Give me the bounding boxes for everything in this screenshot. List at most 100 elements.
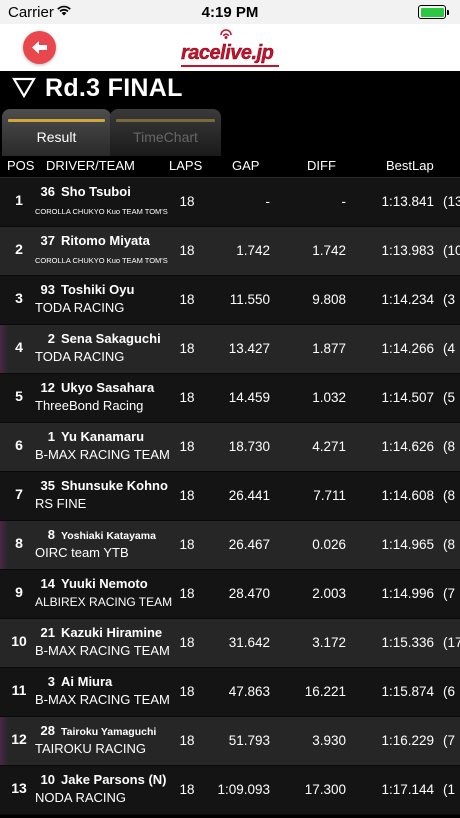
row-gap: 26.467 xyxy=(228,537,270,552)
table-row[interactable]: 9 14 Yuuki Nemoto ALBIREX RACING TEAM 18 … xyxy=(0,570,460,619)
row-pos: 5 xyxy=(15,388,23,404)
row-driver: 93 Toshiki Oyu xyxy=(35,282,135,297)
row-gap: 51.793 xyxy=(228,733,270,748)
car-number: 2 xyxy=(47,331,55,346)
triangle-down-icon[interactable] xyxy=(12,76,36,98)
car-number: 35 xyxy=(40,478,55,493)
row-team: RS FINE xyxy=(35,496,87,511)
row-team: TAIROKU RACING xyxy=(35,741,146,756)
racelive-logo: racelive.jp xyxy=(181,29,281,67)
driver-name: Yuuki Nemoto xyxy=(61,576,148,591)
row-bestlap: 1:15.874 xyxy=(381,684,434,699)
row-laps: 18 xyxy=(179,537,195,552)
row-pos: 2 xyxy=(15,241,23,257)
row-team: COROLLA CHUKYO Kuo TEAM TOM'S xyxy=(35,207,168,216)
row-team: NODA RACING xyxy=(35,790,127,805)
car-number: 28 xyxy=(40,723,55,738)
tab-timechart[interactable]: TimeChart xyxy=(110,109,221,156)
driver-name: Ritomo Miyata xyxy=(61,233,150,248)
tab-label: Result xyxy=(36,129,77,145)
col-driver-team[interactable]: DRIVER/TEAM xyxy=(46,158,135,173)
row-laps: 18 xyxy=(179,194,195,209)
driver-name: Kazuki Hiramine xyxy=(61,625,163,640)
row-team: ThreeBond Racing xyxy=(35,398,144,413)
driver-name: Shunsuke Kohno xyxy=(61,478,168,493)
driver-name: Ai Miura xyxy=(61,674,113,689)
col-bestlap[interactable]: BestLap xyxy=(386,158,434,173)
row-gap: 1:09.093 xyxy=(217,782,270,797)
table-row[interactable]: 10 21 Kazuki Hiramine B-MAX RACING TEAM 1… xyxy=(0,619,460,668)
row-gap: 18.730 xyxy=(228,439,270,454)
row-team: COROLLA CHUKYO Kuo TEAM TOM'S xyxy=(35,256,168,265)
table-row[interactable]: 12 28 Tairoku Yamaguchi TAIROKU RACING 18… xyxy=(0,717,460,766)
row-driver: 28 Tairoku Yamaguchi xyxy=(35,723,157,738)
row-bestlap: 1:14.626 xyxy=(381,439,434,454)
antenna-icon xyxy=(220,29,232,39)
table-row[interactable]: 3 93 Toshiki Oyu TODA RACING 18 11.550 9.… xyxy=(0,276,460,325)
row-bestlap-lap: (7 xyxy=(443,586,456,601)
tab-indicator xyxy=(116,119,215,122)
row-laps: 18 xyxy=(179,586,195,601)
tab-label: TimeChart xyxy=(133,129,198,145)
driver-name: Toshiki Oyu xyxy=(61,282,135,297)
status-bar: Carrier 4:19 PM xyxy=(0,0,460,24)
table-row[interactable]: 8 8 Yoshiaki Katayama OIRC team YTB 18 26… xyxy=(0,521,460,570)
table-row[interactable]: 2 37 Ritomo Miyata COROLLA CHUKYO Kuo TEA… xyxy=(0,227,460,276)
logo-underline xyxy=(181,65,279,67)
row-laps: 18 xyxy=(179,439,195,454)
table-row[interactable]: 7 35 Shunsuke Kohno RS FINE 18 26.441 7.7… xyxy=(0,472,460,521)
tab-result[interactable]: Result xyxy=(2,109,111,156)
table-row[interactable]: 11 3 Ai Miura B-MAX RACING TEAM 18 47.863… xyxy=(0,668,460,717)
row-team: OIRC team YTB xyxy=(35,545,129,560)
col-gap[interactable]: GAP xyxy=(232,158,260,173)
row-laps: 18 xyxy=(179,292,195,307)
row-gap: 47.863 xyxy=(228,684,270,699)
results-table[interactable]: 1 36 Sho Tsuboi COROLLA CHUKYO Kuo TEAM T… xyxy=(0,178,460,818)
car-number: 37 xyxy=(40,233,55,248)
row-bestlap: 1:14.608 xyxy=(381,488,434,503)
row-driver: 8 Yoshiaki Katayama xyxy=(35,527,156,542)
row-diff: 3.930 xyxy=(312,733,346,748)
row-bestlap: 1:16.229 xyxy=(381,733,434,748)
row-pos: 10 xyxy=(11,633,27,649)
car-number: 10 xyxy=(40,772,55,787)
col-diff[interactable]: DIFF xyxy=(307,158,336,173)
car-number: 36 xyxy=(40,184,55,199)
row-driver: 21 Kazuki Hiramine xyxy=(35,625,163,640)
row-gap: 13.427 xyxy=(228,341,270,356)
driver-name: Ukyo Sasahara xyxy=(61,380,155,395)
col-pos[interactable]: POS xyxy=(7,158,35,173)
row-bestlap: 1:13.841 xyxy=(381,194,434,209)
driver-name: Yu Kanamaru xyxy=(61,429,145,444)
row-bestlap-lap: (1 xyxy=(443,782,456,797)
table-row[interactable]: 13 10 Jake Parsons (N) NODA RACING 18 1:0… xyxy=(0,766,460,815)
row-laps: 18 xyxy=(179,684,195,699)
row-diff: 4.271 xyxy=(312,439,346,454)
driver-name: Sena Sakaguchi xyxy=(61,331,161,346)
row-diff: 1.742 xyxy=(312,243,346,258)
back-button[interactable] xyxy=(23,31,56,64)
row-pos: 3 xyxy=(15,290,23,306)
row-team: ALBIREX RACING TEAM xyxy=(35,595,173,609)
col-laps[interactable]: LAPS xyxy=(169,158,203,173)
table-row[interactable]: 5 12 Ukyo Sasahara ThreeBond Racing 18 14… xyxy=(0,374,460,423)
row-bestlap-lap: (17 xyxy=(443,635,460,650)
driver-name: Sho Tsuboi xyxy=(61,184,131,199)
row-bestlap: 1:14.266 xyxy=(381,341,434,356)
row-bestlap-lap: (4 xyxy=(443,341,456,356)
back-arrow-icon xyxy=(32,41,47,54)
table-row[interactable]: 4 2 Sena Sakaguchi TODA RACING 18 13.427 … xyxy=(0,325,460,374)
row-diff: 1.877 xyxy=(312,341,346,356)
table-row[interactable]: 1 36 Sho Tsuboi COROLLA CHUKYO Kuo TEAM T… xyxy=(0,178,460,227)
row-bestlap-lap: (8 xyxy=(443,488,456,503)
row-laps: 18 xyxy=(179,390,195,405)
row-pos: 7 xyxy=(15,486,23,502)
row-bestlap-lap: (10 xyxy=(443,243,460,258)
row-driver: 3 Ai Miura xyxy=(35,674,113,689)
row-bestlap-lap: (3 xyxy=(443,292,456,307)
table-row[interactable]: 6 1 Yu Kanamaru B-MAX RACING TEAM 18 18.7… xyxy=(0,423,460,472)
row-pos: 8 xyxy=(15,535,23,551)
status-time: 4:19 PM xyxy=(201,4,259,21)
row-laps: 18 xyxy=(179,243,195,258)
row-diff: 1.032 xyxy=(312,390,346,405)
